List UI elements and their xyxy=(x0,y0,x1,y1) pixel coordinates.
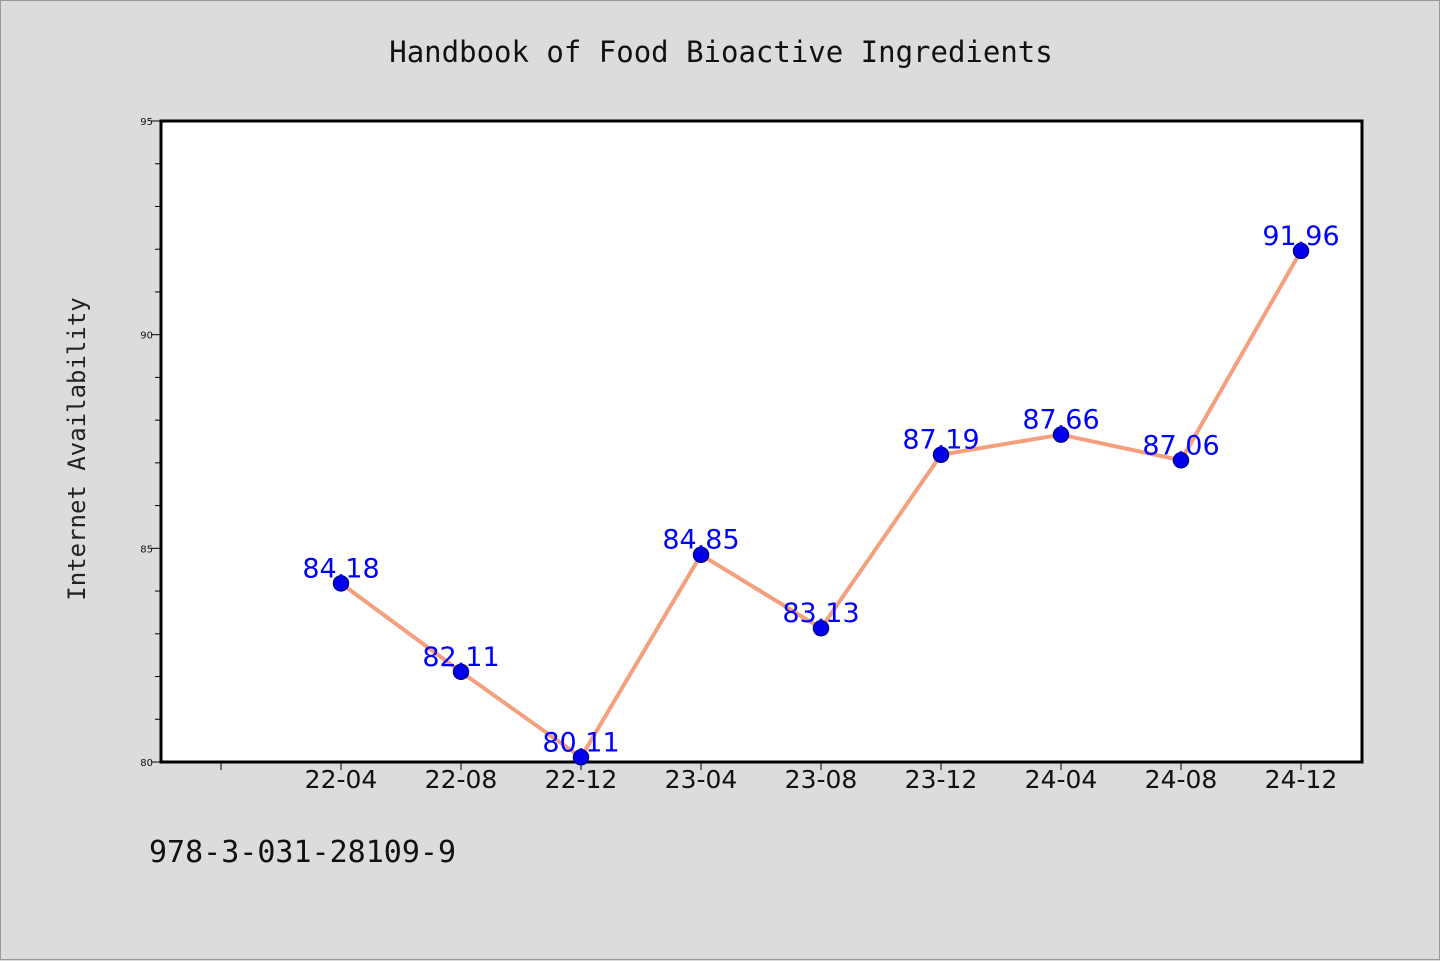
data-point xyxy=(692,546,710,563)
plot-area xyxy=(159,119,1364,764)
x-tick-label: 22-04 xyxy=(305,765,378,794)
x-tick-label: 24-08 xyxy=(1145,765,1218,794)
x-tick-label: 23-04 xyxy=(665,765,738,794)
y-tick-label: 85 xyxy=(140,544,153,555)
data-point xyxy=(1292,242,1310,260)
data-label: 82.11 xyxy=(422,642,499,673)
data-point xyxy=(572,749,590,766)
x-tick-label: 23-08 xyxy=(785,765,858,794)
data-point xyxy=(932,446,950,463)
data-label: 84.85 xyxy=(662,525,739,556)
x-tick-label: 24-12 xyxy=(1265,765,1338,794)
data-point xyxy=(332,575,350,592)
data-label: 87.19 xyxy=(902,425,979,456)
x-tick-label: 22-12 xyxy=(545,765,618,794)
data-point xyxy=(1172,452,1190,469)
data-label: 80.11 xyxy=(542,727,619,758)
data-point xyxy=(812,619,830,637)
data-label: 87.66 xyxy=(1022,405,1099,436)
y-tick-label: 95 xyxy=(140,117,153,128)
y-tick-label: 90 xyxy=(140,331,153,342)
isbn-label: 978-3-031-28109-9 xyxy=(149,835,457,870)
data-label: 83.13 xyxy=(782,598,859,629)
x-tick-label: 24-04 xyxy=(1025,765,1098,794)
data-label: 91.96 xyxy=(1262,221,1339,252)
data-point xyxy=(452,663,470,681)
data-point xyxy=(1052,426,1070,443)
data-label: 87.06 xyxy=(1142,430,1219,461)
data-label: 84.18 xyxy=(302,553,379,584)
y-tick-label: 80 xyxy=(140,758,153,769)
x-tick-label: 23-12 xyxy=(905,765,978,794)
chart-title: Handbook of Food Bioactive Ingredients xyxy=(389,35,1053,69)
x-tick-label: 22-08 xyxy=(425,765,498,794)
